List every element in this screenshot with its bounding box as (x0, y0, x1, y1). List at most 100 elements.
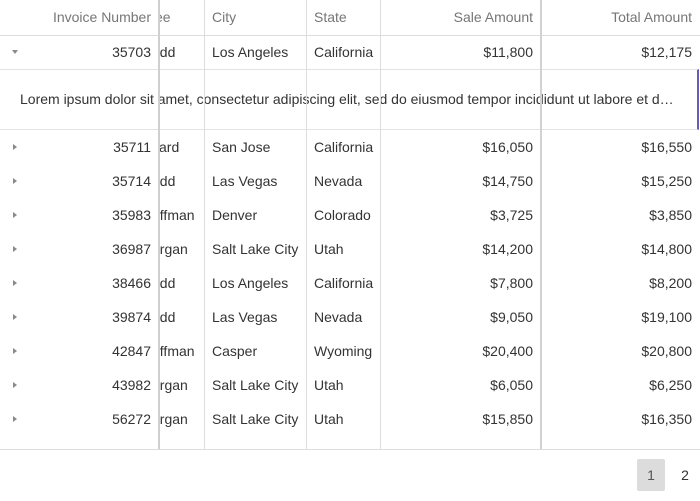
cell-employee: udd (159, 300, 205, 334)
cell-total-amount: $16,550 (641, 139, 692, 155)
row-detail-text: Lorem ipsum dolor sit amet, consectetur … (20, 91, 675, 107)
cell-employee: kard (159, 130, 205, 164)
expand-row-icon[interactable] (13, 416, 17, 422)
cell-invoice-number: 39874 (112, 309, 151, 325)
cell-employee-text: udd (159, 275, 176, 291)
column-divider (204, 0, 205, 449)
cell-total-amount: $6,250 (649, 377, 692, 393)
cell-employee: organ (159, 402, 205, 436)
table-row[interactable]: 38466 udd Los Angeles California $7,800 $8,20… (0, 266, 700, 300)
table-row[interactable]: 35703 udd Los Angeles California $11,800 $12,… (0, 35, 700, 69)
header-city[interactable]: City (212, 9, 237, 25)
cell-state: Wyoming (314, 343, 373, 359)
column-divider (380, 0, 381, 449)
cell-employee: udd (159, 266, 205, 300)
cell-city: Las Vegas (212, 309, 278, 325)
cell-employee-text: udd (159, 309, 176, 325)
cell-employee-text: organ (159, 377, 188, 393)
cell-sale-amount: $15,850 (482, 411, 533, 427)
cell-state: Nevada (314, 173, 363, 189)
header-invoice-number[interactable]: Invoice Number (52, 9, 151, 25)
expand-row-icon[interactable] (13, 382, 17, 388)
header-sale-amount[interactable]: Sale Amount (453, 9, 533, 25)
cell-city: Salt Lake City (212, 377, 299, 393)
page-button-2[interactable]: 2 (681, 467, 689, 483)
cell-invoice-number: 56272 (112, 411, 151, 427)
expand-row-icon[interactable] (13, 348, 17, 354)
cell-sale-amount: $14,750 (482, 173, 533, 189)
header-total-amount[interactable]: Total Amount (611, 9, 692, 25)
cell-employee: organ (159, 368, 205, 402)
column-divider (306, 0, 307, 449)
header-state[interactable]: State (314, 9, 347, 25)
cell-invoice-number: 36987 (112, 241, 151, 257)
table-row[interactable]: 56272 organ Salt Lake City Utah $15,850 $16,3… (0, 402, 700, 436)
cell-total-amount: $3,850 (649, 207, 692, 223)
cell-sale-amount: $7,800 (490, 275, 533, 291)
expand-row-icon[interactable] (13, 280, 17, 286)
expand-row-icon[interactable] (13, 314, 17, 320)
pager: 1 2 (0, 449, 700, 501)
cell-city: Salt Lake City (212, 241, 299, 257)
expand-row-icon[interactable] (13, 178, 17, 184)
table-row[interactable]: 36987 organ Salt Lake City Utah $14,200 $14,8… (0, 232, 700, 266)
cell-invoice-number: 42847 (112, 343, 151, 359)
cell-city: Salt Lake City (212, 411, 299, 427)
cell-employee: udd (159, 164, 205, 198)
cell-state: Nevada (314, 309, 363, 325)
cell-employee: offman (159, 198, 205, 232)
cell-city: San Jose (212, 139, 271, 155)
table-row[interactable]: 35711 kard San Jose California $16,050 $16,55… (0, 130, 700, 164)
row-detail-panel: Lorem ipsum dolor sit amet, consectetur … (0, 69, 699, 130)
cell-invoice-number: 35983 (112, 207, 151, 223)
cell-invoice-number: 38466 (112, 275, 151, 291)
cell-state: Utah (314, 241, 344, 257)
cell-state: California (314, 44, 374, 60)
table-row[interactable]: 42847 offman Casper Wyoming $20,400 $20,800 (0, 334, 700, 368)
cell-sale-amount: $11,800 (483, 44, 533, 60)
cell-sale-amount: $16,050 (482, 139, 533, 155)
cell-total-amount: $16,350 (641, 411, 692, 427)
header-employee[interactable]: ee (159, 0, 205, 34)
grid-header: Invoice Number ee City State Sale Amount… (0, 0, 700, 36)
cell-total-amount: $8,200 (649, 275, 692, 291)
cell-sale-amount: $14,200 (482, 241, 533, 257)
cell-employee-text: organ (159, 241, 188, 257)
table-row[interactable]: 39874 udd Las Vegas Nevada $9,050 $19,100 (0, 300, 700, 334)
cell-total-amount: $12,175 (641, 44, 692, 60)
cell-employee-text: offman (159, 343, 195, 359)
table-row[interactable]: 35983 offman Denver Colorado $3,725 $3,850 (0, 198, 700, 232)
collapse-row-icon[interactable] (12, 50, 18, 54)
cell-invoice-number: 35714 (112, 173, 151, 189)
cell-invoice-number: 43982 (112, 377, 151, 393)
cell-state: California (314, 139, 374, 155)
expand-row-icon[interactable] (13, 144, 17, 150)
cell-employee-text: organ (159, 411, 188, 427)
frozen-column-divider (158, 0, 160, 449)
cell-state: California (314, 275, 374, 291)
cell-invoice-number: 35703 (112, 44, 151, 60)
table-row-partial[interactable] (0, 436, 700, 449)
page-button-1[interactable]: 1 (637, 459, 665, 491)
cell-sale-amount: $20,400 (482, 343, 533, 359)
cell-city: Casper (212, 343, 258, 359)
cell-state: Utah (314, 411, 344, 427)
table-row[interactable]: 43982 organ Salt Lake City Utah $6,050 $6,250 (0, 368, 700, 402)
cell-city: Las Vegas (212, 173, 278, 189)
expand-row-icon[interactable] (13, 246, 17, 252)
cell-total-amount: $20,800 (641, 343, 692, 359)
cell-sale-amount: $9,050 (490, 309, 533, 325)
cell-invoice-number: 35711 (113, 139, 151, 155)
cell-total-amount: $14,800 (641, 241, 692, 257)
table-row[interactable]: 35714 udd Las Vegas Nevada $14,750 $15,250 (0, 164, 700, 198)
expand-row-icon[interactable] (13, 212, 17, 218)
cell-city: Denver (212, 207, 258, 223)
cell-employee: offman (159, 334, 205, 368)
cell-sale-amount: $3,725 (490, 207, 533, 223)
cell-employee-text: offman (159, 207, 195, 223)
cell-employee-text: kard (159, 139, 180, 155)
data-grid: Invoice Number ee City State Sale Amount… (0, 0, 700, 449)
frozen-column-divider (540, 0, 542, 449)
cell-state: Utah (314, 377, 344, 393)
cell-city: Los Angeles (212, 275, 289, 291)
